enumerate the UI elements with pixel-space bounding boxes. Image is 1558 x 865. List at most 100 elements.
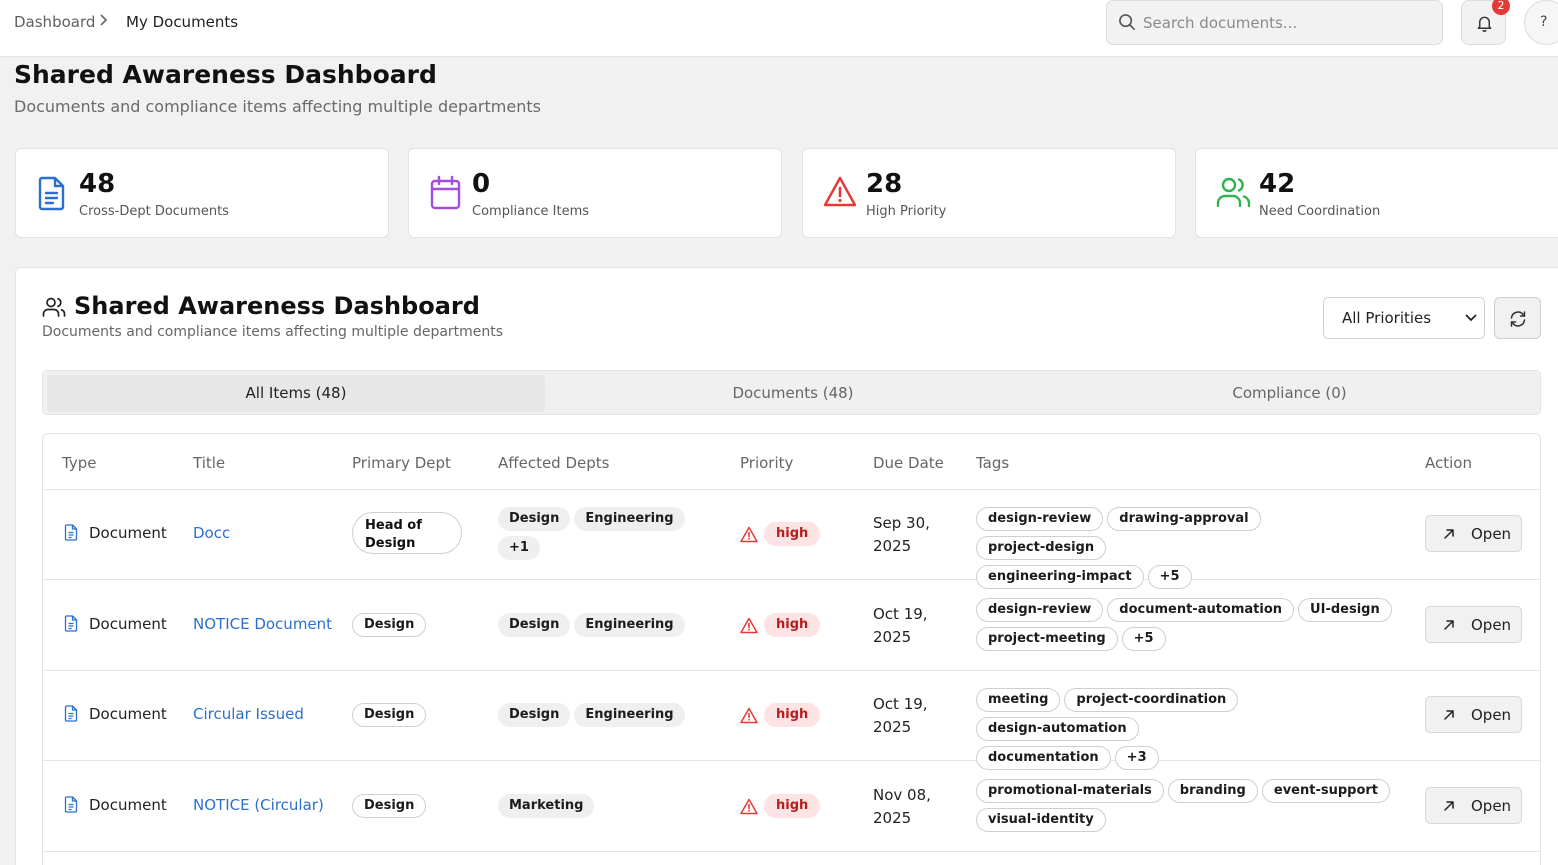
due-date: Sep 30, 2025 xyxy=(873,514,930,555)
notification-badge: 2 xyxy=(1492,0,1510,15)
priority-badge: high xyxy=(764,613,821,637)
users-icon xyxy=(1216,175,1252,213)
tag-more-pill: +5 xyxy=(1121,627,1166,651)
row-type: Document xyxy=(89,796,167,814)
document-icon xyxy=(36,175,68,215)
row-title-link[interactable]: Docc xyxy=(193,524,231,542)
row-type: Document xyxy=(89,705,167,723)
stat-label: Compliance Items xyxy=(472,204,590,219)
dept-tag: Marketing xyxy=(498,794,595,818)
dept-more-tag: +1 xyxy=(498,536,540,560)
affected-depts: Design Engineering xyxy=(498,613,698,642)
tag-pill: UI-design xyxy=(1298,598,1392,622)
arrow-up-right-icon xyxy=(1444,710,1454,720)
row-title-link[interactable]: Circular Issued xyxy=(193,705,304,723)
warning-icon xyxy=(740,617,758,634)
panel-subtitle: Documents and compliance items affecting… xyxy=(42,324,504,340)
stat-card-coordination: 42 Need Coordination xyxy=(1195,148,1558,238)
column-header-action: Action xyxy=(1425,454,1472,472)
column-header-primary-dept: Primary Dept xyxy=(352,454,451,472)
document-icon xyxy=(64,615,78,636)
tab-documents[interactable]: Documents (48) xyxy=(732,384,854,402)
header-divider xyxy=(43,489,1540,490)
panel-title: Shared Awareness Dashboard xyxy=(74,292,480,320)
tag-pill: drawing-approval xyxy=(1107,507,1261,531)
tag-pill: branding xyxy=(1167,779,1258,803)
affected-depts: Marketing xyxy=(498,794,698,823)
tab-all-items[interactable]: All Items (48) xyxy=(47,375,545,412)
stat-value: 28 xyxy=(866,169,903,199)
priority-badge: high xyxy=(764,794,821,818)
page-title: Shared Awareness Dashboard xyxy=(14,60,437,89)
tag-more-pill: +5 xyxy=(1147,565,1192,589)
tab-compliance[interactable]: Compliance (0) xyxy=(1232,384,1347,402)
document-icon xyxy=(64,705,78,726)
open-button[interactable]: Open xyxy=(1425,515,1522,552)
open-button[interactable]: Open xyxy=(1425,696,1522,733)
table-row: Document NOTICE Document Design Design En… xyxy=(43,580,1540,671)
arrow-up-right-icon xyxy=(1444,529,1454,539)
affected-depts: Design Engineering xyxy=(498,703,698,732)
due-date: Nov 08, 2025 xyxy=(873,786,931,827)
chevron-right-icon xyxy=(98,13,108,31)
dept-tag: Design xyxy=(498,507,571,531)
column-header-priority: Priority xyxy=(740,454,794,472)
priority-filter-select[interactable]: All Priorities xyxy=(1323,297,1485,339)
stat-value: 42 xyxy=(1259,169,1296,199)
tag-pill: promotional-materials xyxy=(976,779,1164,803)
tag-pill: project-meeting xyxy=(976,627,1118,651)
open-button-label: Open xyxy=(1471,797,1512,815)
tag-pill: event-support xyxy=(1261,779,1391,803)
table-row: Document Docc Head of Design Design Engin… xyxy=(43,489,1540,589)
bell-icon xyxy=(1477,16,1492,32)
table-row: Document NOTICE (Circular) Design Market… xyxy=(43,761,1540,852)
warning-icon xyxy=(740,798,758,815)
search-icon xyxy=(1119,14,1135,30)
table-row: Document Circular Issued Design Design En… xyxy=(43,670,1540,770)
open-button-label: Open xyxy=(1471,616,1512,634)
arrow-up-right-icon xyxy=(1444,620,1454,630)
stat-card-compliance: 0 Compliance Items xyxy=(408,148,782,238)
warning-icon xyxy=(740,526,758,543)
tag-pill: documentation xyxy=(976,746,1111,770)
notifications-button[interactable] xyxy=(1461,0,1506,45)
primary-dept-badge: Design xyxy=(352,613,427,637)
open-button-label: Open xyxy=(1471,525,1512,543)
column-header-tags: Tags xyxy=(976,454,1010,472)
tag-pill: document-automation xyxy=(1107,598,1295,622)
row-type: Document xyxy=(89,615,167,633)
stat-label: High Priority xyxy=(866,204,947,219)
calendar-icon xyxy=(429,175,462,215)
tag-pill: meeting xyxy=(976,688,1061,712)
priority-badge: high xyxy=(764,703,821,727)
priority-filter-value: All Priorities xyxy=(1342,309,1432,327)
primary-dept-badge: Design xyxy=(352,794,427,818)
refresh-button[interactable] xyxy=(1494,297,1541,339)
tags-cell: design-review drawing-approvalproject-des… xyxy=(976,507,1396,594)
open-button-label: Open xyxy=(1471,706,1512,724)
search-box[interactable] xyxy=(1106,0,1443,45)
document-icon xyxy=(64,524,78,545)
row-title-link[interactable]: NOTICE Document xyxy=(193,615,333,633)
tag-pill: project-design xyxy=(976,536,1107,560)
breadcrumb-dashboard[interactable]: Dashboard xyxy=(14,13,96,31)
open-button[interactable]: Open xyxy=(1425,606,1522,643)
stat-value: 48 xyxy=(79,169,116,199)
help-button[interactable]: ? xyxy=(1524,0,1558,45)
dept-tag: Engineering xyxy=(574,613,685,637)
tag-pill: design-review xyxy=(976,598,1104,622)
users-icon xyxy=(42,296,66,322)
tab-bar: All Items (48) Documents (48) Compliance… xyxy=(42,370,1541,415)
due-date: Oct 19, 2025 xyxy=(873,695,928,736)
priority-badge: high xyxy=(764,522,821,546)
warning-icon xyxy=(740,707,758,724)
row-title-link[interactable]: NOTICE (Circular) xyxy=(193,796,324,814)
open-button[interactable]: Open xyxy=(1425,787,1522,824)
tag-pill: visual-identity xyxy=(976,808,1106,832)
tag-pill: design-review xyxy=(976,507,1104,531)
tag-pill: project-coordination xyxy=(1064,688,1239,712)
dept-tag: Design xyxy=(498,703,571,727)
column-header-title: Title xyxy=(193,454,226,472)
stat-card-high-priority: 28 High Priority xyxy=(802,148,1176,238)
search-input[interactable] xyxy=(1143,11,1433,35)
